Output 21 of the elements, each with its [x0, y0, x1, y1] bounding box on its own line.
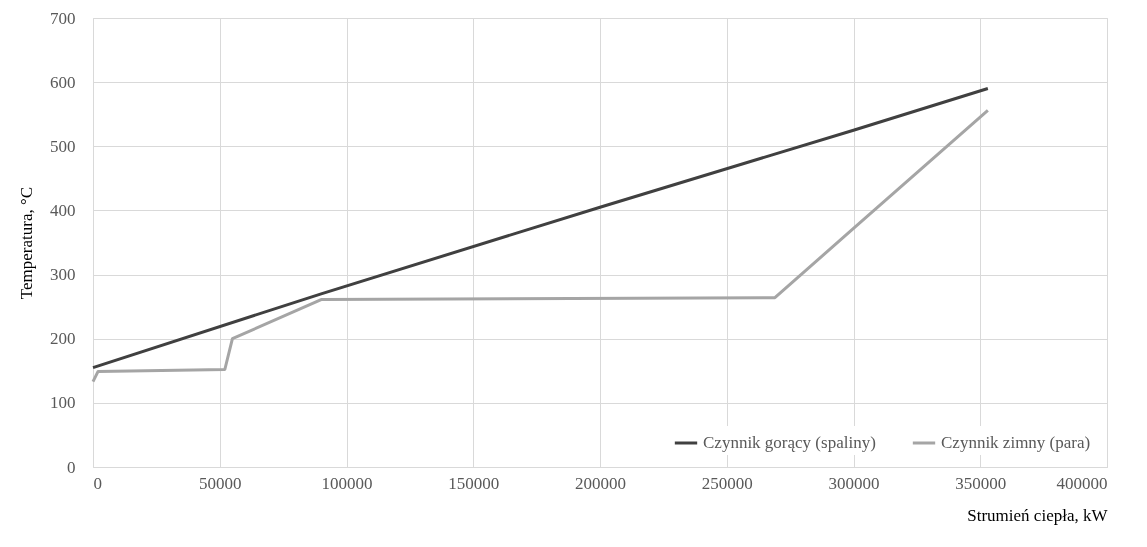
y-tick-label: 600: [50, 72, 76, 92]
legend-label: Czynnik zimny (para): [941, 433, 1091, 452]
x-tick-label: 250000: [701, 473, 753, 493]
x-tick-label: 50000: [199, 473, 242, 493]
x-tick-label: 150000: [448, 473, 500, 493]
x-tick-label: 100000: [321, 473, 373, 493]
x-tick-label: 0: [93, 473, 102, 493]
y-tick-label: 0: [67, 457, 76, 477]
x-tick-label: 400000: [1056, 473, 1108, 493]
y-axis-title: Temperatura, °C: [17, 186, 36, 300]
y-tick-label: 700: [50, 8, 76, 28]
x-tick-label: 350000: [955, 473, 1007, 493]
y-tick-label: 200: [50, 329, 76, 349]
x-axis-title: Strumień ciepła, kW: [967, 505, 1109, 525]
x-tick-label: 300000: [828, 473, 880, 493]
y-tick-label: 500: [50, 136, 76, 156]
y-tick-label: 300: [50, 265, 76, 285]
x-tick-label: 200000: [575, 473, 626, 493]
y-tick-label: 400: [50, 200, 76, 220]
legend-label: Czynnik gorący (spaliny): [703, 433, 876, 452]
y-tick-label: 100: [50, 393, 76, 413]
